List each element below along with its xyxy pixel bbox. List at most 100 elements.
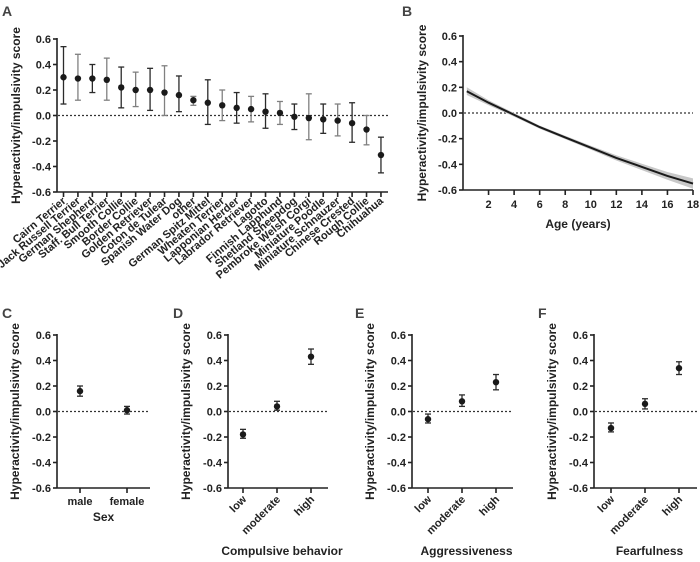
data-point	[273, 403, 281, 410]
data-point	[262, 108, 269, 115]
x-category-label: high	[477, 493, 502, 518]
data-point	[276, 109, 284, 117]
y-tick-label: 0.6	[207, 330, 222, 342]
data-point-group	[262, 93, 269, 129]
y-tick-label: 0.2	[573, 381, 588, 393]
y-tick-label: 0.4	[442, 57, 458, 69]
x-tick-label: 4	[511, 199, 518, 211]
x-axis-title: Fearfulness	[616, 544, 684, 558]
data-point-group	[424, 413, 432, 424]
panel-a: A 0.6 0.4 0.2 0.0 -0.2 -0.4 -0.6 Hyperactivity/i…	[0, 3, 388, 282]
data-point	[175, 91, 183, 99]
data-point	[161, 89, 168, 96]
data-point	[123, 407, 131, 414]
data-point	[60, 74, 67, 81]
panel-label: A	[2, 3, 12, 19]
data-point-group	[103, 57, 110, 101]
y-tick-label: 0.6	[391, 330, 406, 342]
y-tick-label: -0.2	[438, 134, 457, 146]
y-tick-label: -0.4	[387, 458, 407, 470]
y-tick-label: -0.4	[438, 159, 458, 171]
x-category-label: high	[660, 493, 685, 518]
x-tick-label: 10	[585, 199, 597, 211]
y-axis-title: Hyperactivity/impulsivity score	[545, 323, 559, 500]
data-point	[146, 86, 154, 94]
y-tick-label: -0.2	[203, 432, 222, 444]
data-point	[219, 102, 226, 109]
data-point	[424, 415, 432, 423]
panel-c: C 0.6 0.4 0.2 0.0 -0.2 -0.4 -0.6 Hyperactivity/i…	[2, 305, 150, 524]
data-point	[363, 126, 370, 133]
x-axis-title: Compulsive behavior	[221, 544, 343, 558]
y-tick-label: 0.4	[207, 356, 223, 368]
data-point-group	[348, 102, 356, 143]
data-point-group	[204, 79, 211, 126]
y-axis-title: Hyperactivity/impulsivity score	[363, 323, 377, 500]
data-point-group	[123, 405, 131, 415]
data-point	[377, 151, 385, 159]
y-tick-label: 0.2	[207, 381, 222, 393]
data-point-group	[377, 136, 385, 174]
y-tick-label: -0.2	[32, 136, 51, 148]
data-point	[74, 75, 82, 82]
x-tick-label: 2	[485, 199, 491, 211]
x-axis-title: Age (years)	[545, 217, 610, 231]
x-tick-label: 18	[687, 199, 699, 211]
data-point-group	[675, 361, 683, 376]
x-category-label: female	[110, 496, 145, 508]
x-tick-label: 16	[661, 199, 673, 211]
y-tick-label: 0.6	[573, 330, 588, 342]
y-tick-label: 0.4	[573, 356, 589, 368]
y-axis-title: Hyperactivity/impulsivity score	[179, 323, 193, 500]
y-axis-title: Hyperactivity/impulsivity score	[8, 323, 22, 500]
y-tick-label: -0.4	[32, 162, 52, 174]
data-point-group	[76, 385, 84, 397]
data-point	[641, 400, 649, 408]
data-point	[132, 86, 139, 94]
data-point	[607, 424, 615, 432]
y-tick-label: -0.6	[32, 483, 51, 495]
y-axis-title: Hyperactivity/impulsivity score	[415, 24, 429, 201]
y-tick-label: 0.6	[36, 330, 51, 342]
data-point-group	[334, 103, 341, 137]
y-tick-label: -0.2	[569, 432, 588, 444]
data-point-group	[233, 91, 240, 124]
data-point	[305, 114, 313, 122]
x-tick-label: 6	[537, 199, 543, 211]
data-point-group	[273, 400, 281, 411]
data-point	[348, 119, 356, 127]
x-category-label: low	[596, 493, 618, 515]
x-tick-label: 14	[636, 199, 649, 211]
data-point	[239, 431, 247, 438]
y-tick-label: 0.2	[442, 82, 457, 94]
y-tick-label: -0.2	[32, 432, 51, 444]
y-tick-label: 0.0	[36, 407, 51, 419]
data-point-group	[219, 89, 226, 122]
data-point-group	[118, 66, 125, 109]
x-category-label: high	[292, 493, 317, 518]
y-axis-title: Hyperactivity/impulsivity score	[9, 27, 23, 204]
y-tick-label: 0.0	[391, 407, 406, 419]
data-point	[89, 75, 96, 82]
y-tick-label: -0.4	[32, 458, 52, 470]
data-point-group	[60, 46, 67, 105]
data-point-group	[190, 95, 197, 106]
data-point-group	[458, 394, 466, 408]
y-tick-label: -0.4	[569, 458, 589, 470]
fit-line	[466, 90, 694, 185]
x-tick-label: 12	[610, 199, 622, 211]
y-tick-label: -0.6	[569, 483, 588, 495]
data-point-group	[492, 373, 500, 391]
y-tick-label: 0.4	[36, 356, 52, 368]
y-tick-label: 0.6	[36, 34, 51, 46]
y-tick-label: 0.4	[36, 60, 52, 72]
data-point-group	[276, 100, 284, 126]
data-point	[458, 398, 466, 405]
data-point-group	[89, 63, 96, 94]
panel-label: F	[538, 305, 547, 321]
data-point-group	[607, 422, 615, 433]
panel-label: D	[173, 305, 183, 321]
y-tick-label: 0.4	[391, 356, 407, 368]
y-tick-label: 0.0	[207, 407, 222, 419]
data-point-group	[74, 53, 82, 101]
